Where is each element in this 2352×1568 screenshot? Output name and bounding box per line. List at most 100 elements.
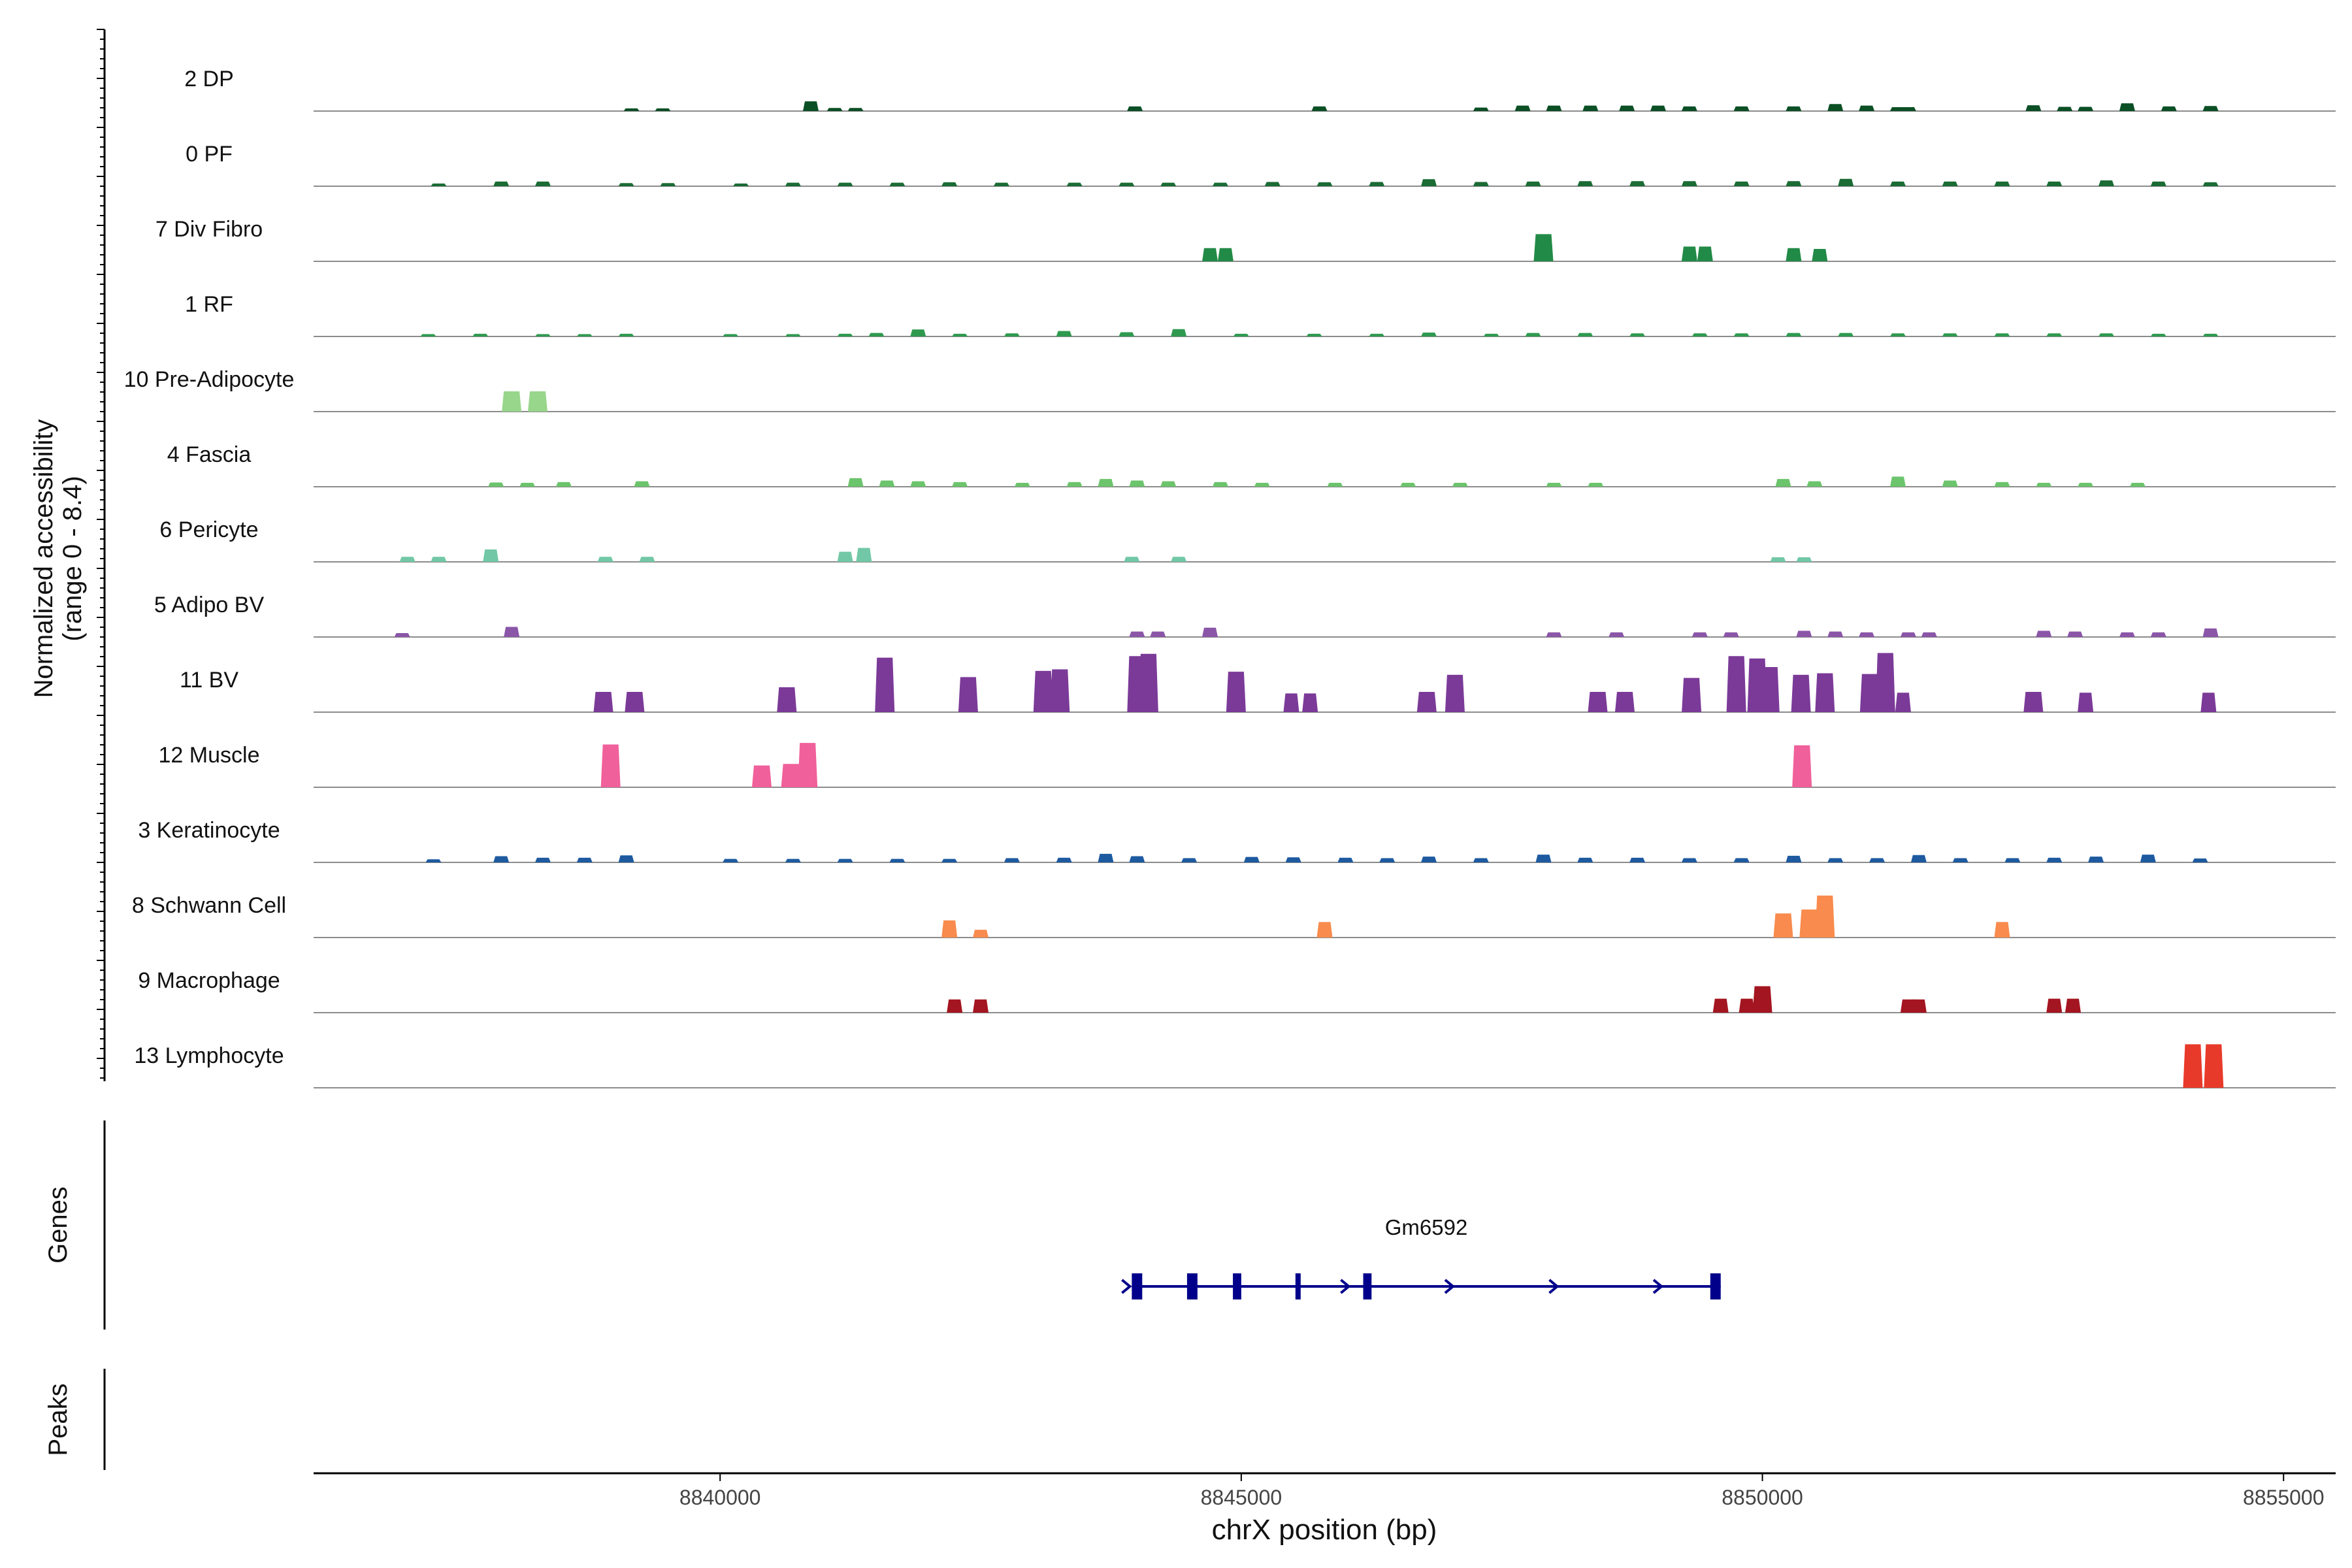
accessibility-peak bbox=[752, 765, 772, 787]
accessibility-peak bbox=[1629, 181, 1646, 186]
accessibility-peak bbox=[1588, 692, 1608, 712]
accessibility-peak bbox=[952, 333, 968, 336]
accessibility-peak bbox=[2057, 106, 2073, 111]
accessibility-peak bbox=[576, 334, 593, 336]
track-11: 3 Keratinocyte bbox=[138, 818, 2336, 863]
track-label: 7 Div Fibro bbox=[155, 217, 263, 242]
accessibility-peak bbox=[1827, 104, 1844, 111]
accessibility-peak bbox=[2140, 855, 2156, 862]
accessibility-peak bbox=[502, 391, 522, 412]
accessibility-peak bbox=[519, 483, 536, 487]
accessibility-peak bbox=[1952, 858, 1968, 862]
accessibility-peak bbox=[1212, 482, 1228, 487]
y-axis-ticks bbox=[97, 29, 105, 1079]
accessibility-peak bbox=[1712, 998, 1729, 1013]
accessibility-peak bbox=[2065, 998, 2081, 1013]
accessibility-peak bbox=[1311, 106, 1328, 111]
accessibility-peak bbox=[1212, 182, 1228, 186]
accessibility-peak bbox=[1733, 181, 1750, 186]
accessibility-peak bbox=[1827, 631, 1844, 637]
accessibility-peak bbox=[1723, 632, 1739, 637]
accessibility-peak bbox=[1066, 182, 1083, 186]
accessibility-peak bbox=[826, 108, 843, 111]
accessibility-peak bbox=[555, 482, 572, 487]
accessibility-peak bbox=[2078, 693, 2094, 712]
accessibility-peak bbox=[1535, 855, 1552, 862]
accessibility-peak bbox=[837, 182, 853, 186]
accessibility-peak bbox=[1285, 857, 1301, 862]
accessibility-peak bbox=[2088, 857, 2104, 862]
track-14: 13 Lymphocyte bbox=[134, 1043, 2336, 1088]
accessibility-peak bbox=[1629, 857, 1646, 862]
accessibility-peak bbox=[2046, 333, 2063, 336]
accessibility-peak bbox=[973, 999, 989, 1013]
accessibility-peak bbox=[1421, 333, 1437, 336]
accessibility-peak bbox=[2119, 103, 2135, 111]
accessibility-peak bbox=[1582, 105, 1599, 111]
accessibility-peak bbox=[2023, 692, 2044, 712]
accessibility-peak bbox=[1171, 329, 1187, 336]
accessibility-peak bbox=[1942, 480, 1958, 487]
accessibility-peak bbox=[528, 391, 548, 412]
accessibility-peak bbox=[1217, 248, 1233, 261]
accessibility-peak bbox=[1119, 332, 1135, 336]
accessibility-peak bbox=[1577, 857, 1593, 862]
accessibility-peak bbox=[1910, 855, 1927, 862]
strand-arrow bbox=[1652, 1279, 1664, 1294]
accessibility-peak bbox=[1050, 669, 1070, 712]
track-label: 8 Schwann Cell bbox=[132, 893, 286, 918]
accessibility-peak bbox=[1421, 179, 1437, 186]
accessibility-peak bbox=[785, 182, 801, 186]
accessibility-peak bbox=[534, 181, 551, 186]
accessibility-peak bbox=[1127, 106, 1143, 111]
accessibility-peak bbox=[1056, 857, 1072, 862]
track-label: 13 Lymphocyte bbox=[134, 1043, 284, 1068]
accessibility-peak bbox=[1004, 858, 1020, 862]
track-label: 0 PF bbox=[186, 142, 233, 167]
accessibility-peak bbox=[2004, 858, 2021, 862]
track-4: 1 RF bbox=[185, 292, 2336, 337]
track-label: 5 Adipo BV bbox=[154, 593, 265, 617]
accessibility-peak bbox=[625, 692, 645, 712]
accessibility-peak bbox=[785, 334, 801, 336]
accessibility-peak bbox=[2046, 181, 2063, 186]
accessibility-peak bbox=[2099, 180, 2115, 186]
accessibility-peak bbox=[1889, 181, 1906, 186]
accessibility-peak bbox=[2161, 106, 2177, 111]
track-label: 9 Macrophage bbox=[138, 968, 280, 993]
track-label: 12 Muscle bbox=[159, 743, 260, 768]
track-8: 5 Adipo BV bbox=[154, 593, 2336, 638]
accessibility-peak bbox=[1619, 105, 1635, 111]
accessibility-peak bbox=[2078, 483, 2094, 487]
accessibility-peak bbox=[1473, 107, 1489, 111]
track-label: 1 RF bbox=[185, 292, 233, 317]
accessibility-peak bbox=[802, 101, 819, 111]
accessibility-peak bbox=[420, 334, 436, 336]
accessibility-peak bbox=[1796, 630, 1812, 637]
accessibility-peak bbox=[600, 744, 621, 787]
accessibility-peak bbox=[2119, 632, 2135, 637]
track-1: 2 DP bbox=[184, 67, 2336, 112]
x-axis-tick-label: 8850000 bbox=[1722, 1486, 1803, 1509]
accessibility-peak bbox=[1838, 178, 1854, 186]
accessibility-peak bbox=[2150, 333, 2166, 336]
accessibility-peak bbox=[2078, 106, 2094, 111]
accessibility-peak bbox=[798, 743, 818, 787]
gene-exon bbox=[1710, 1273, 1721, 1299]
accessibility-peak bbox=[1681, 246, 1697, 261]
accessibility-peak bbox=[1306, 333, 1322, 336]
strand-arrow bbox=[1548, 1279, 1560, 1294]
accessibility-peak bbox=[1629, 333, 1646, 336]
accessibility-peak bbox=[1066, 482, 1083, 487]
accessibility-peak bbox=[947, 999, 963, 1013]
y-axis-label-line1: Normalized accessibility bbox=[29, 419, 58, 698]
accessibility-peak bbox=[941, 858, 958, 862]
accessibility-peak bbox=[1875, 653, 1895, 712]
accessibility-peak bbox=[1283, 693, 1299, 712]
accessibility-peak bbox=[837, 333, 853, 336]
accessibility-peak bbox=[1445, 674, 1465, 712]
accessibility-peak bbox=[785, 858, 801, 862]
accessibility-peak bbox=[1533, 234, 1554, 261]
accessibility-peak bbox=[1614, 692, 1635, 712]
